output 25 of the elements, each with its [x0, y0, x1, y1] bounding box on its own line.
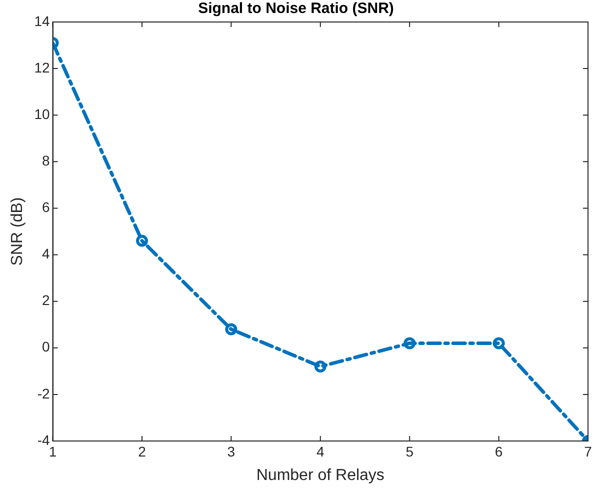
y-tick-label: 6 [42, 199, 50, 216]
y-tick-label: -2 [37, 385, 50, 402]
y-tick-label: 12 [34, 59, 50, 76]
y-tick-label: 14 [34, 12, 50, 29]
chart-title: Signal to Noise Ratio (SNR) [198, 0, 394, 18]
y-tick-label: -4 [37, 432, 50, 448]
x-tick-label: 5 [406, 443, 414, 460]
point [225, 323, 238, 336]
x-tick-label: 7 [584, 443, 592, 460]
point [314, 360, 326, 373]
y-axis-title: SNR (dB) [9, 197, 26, 266]
y-tick-label: 4 [42, 246, 50, 262]
x-tick-label: 3 [227, 443, 236, 460]
point [136, 234, 148, 247]
y-tick-label: 10 [34, 106, 50, 122]
x-tick-label: 2 [138, 443, 146, 460]
point [404, 337, 416, 350]
x-axis-title: Number of Relays [256, 466, 384, 484]
point [492, 337, 505, 350]
x-tick-label: 6 [494, 443, 503, 460]
y-tick-label: 8 [42, 152, 50, 169]
y-tick-label: 2 [42, 292, 50, 308]
x-tick-label: 4 [316, 443, 324, 460]
y-tick-label: 0 [42, 338, 50, 355]
x-tick-label: 1 [48, 443, 57, 460]
